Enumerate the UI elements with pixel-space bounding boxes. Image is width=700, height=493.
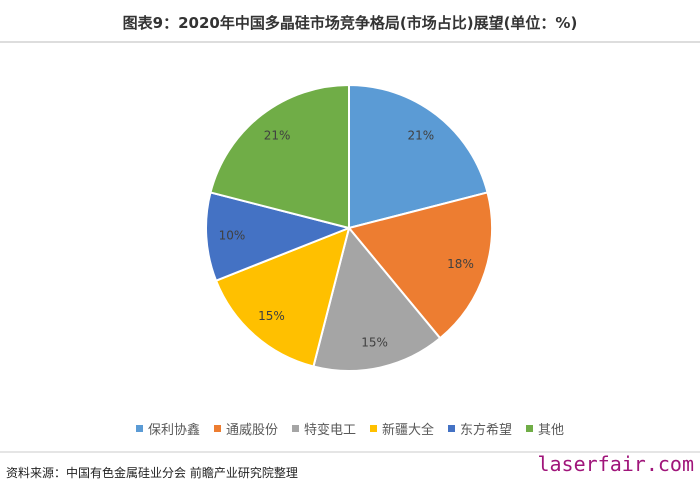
pie-slice: [347, 191, 493, 340]
legend-label: 东方希望: [460, 423, 513, 438]
divider: [0, 451, 700, 453]
data-label: 21%: [408, 128, 435, 142]
legend-swatch: [291, 425, 299, 432]
legend-label: 特变电工: [303, 423, 356, 438]
legend: 保利协鑫 通威股份 特变电工 新疆大全 东方希望 其他: [0, 419, 700, 438]
legend-label: 新疆大全: [382, 423, 435, 438]
pie-slice: [312, 225, 442, 372]
data-label: 18%: [447, 257, 474, 271]
pie-slice: [214, 226, 351, 368]
pie-slice: [348, 83, 489, 230]
pie-chart: 21% 18% 15% 15% 10% 21%: [205, 83, 493, 372]
chart-title: 图表9：2020年中国多晶硅市场竞争格局(市场占比)展望(单位：%): [122, 14, 578, 32]
source-note: 资料来源：中国有色金属硅业分会 前瞻产业研究院整理: [6, 466, 298, 480]
legend-label: 保利协鑫: [147, 423, 200, 438]
data-label: 15%: [258, 309, 285, 323]
legend-item: 特变电工: [291, 419, 356, 438]
data-label: 10%: [219, 228, 246, 242]
pie-slice: [209, 83, 350, 230]
legend-item: 通威股份: [213, 419, 278, 438]
data-label: 21%: [264, 128, 291, 142]
legend-label: 通威股份: [225, 423, 278, 438]
pie-slice: [205, 191, 353, 282]
legend-swatch: [526, 425, 534, 432]
legend-item: 其他: [526, 419, 564, 438]
divider: [0, 41, 700, 43]
legend-label: 其他: [538, 423, 565, 438]
legend-swatch: [448, 425, 456, 432]
legend-item: 保利协鑫: [135, 419, 200, 438]
legend-swatch: [213, 425, 221, 432]
data-label: 15%: [361, 335, 388, 349]
legend-item: 新疆大全: [370, 419, 434, 438]
watermark: laserfair.com: [537, 452, 694, 476]
legend-swatch: [135, 425, 143, 432]
legend-swatch: [370, 425, 377, 432]
legend-item: 东方希望: [448, 419, 512, 438]
